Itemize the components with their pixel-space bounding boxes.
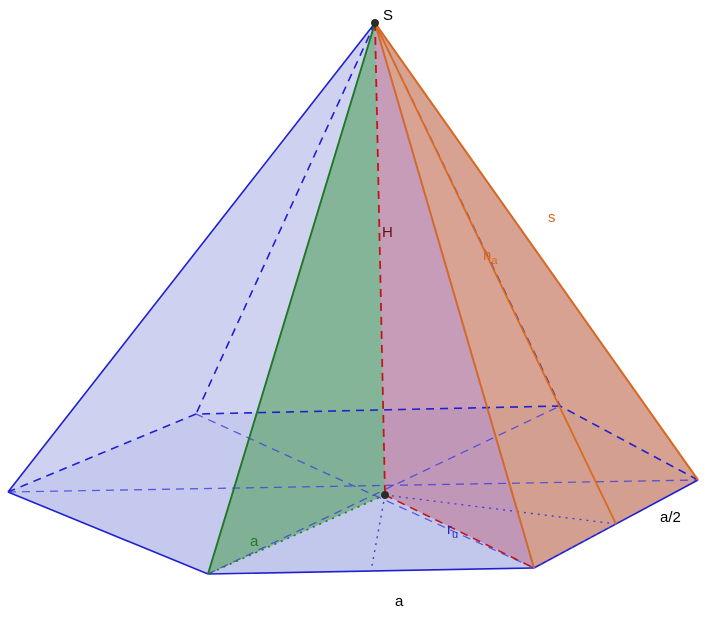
label-ru: ru (447, 522, 458, 541)
hexagonal-pyramid-diagram: S Hha s ru a a a/2 (0, 0, 712, 620)
label-ha: ha (483, 248, 497, 267)
label-S: S (383, 8, 393, 23)
label-s: s (548, 210, 556, 225)
label-a_g: a (250, 534, 258, 549)
label-H: H (382, 225, 393, 240)
label-a2: a/2 (660, 510, 681, 525)
label-a_b: a (395, 594, 403, 609)
